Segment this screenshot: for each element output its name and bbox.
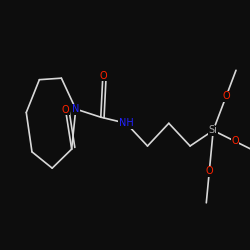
Text: NH: NH <box>119 118 134 128</box>
Text: Si: Si <box>209 126 218 136</box>
Text: O: O <box>231 136 239 146</box>
Text: O: O <box>62 105 69 115</box>
Text: N: N <box>72 104 80 114</box>
Text: O: O <box>206 166 213 176</box>
Text: O: O <box>222 91 230 101</box>
Text: O: O <box>99 70 107 81</box>
